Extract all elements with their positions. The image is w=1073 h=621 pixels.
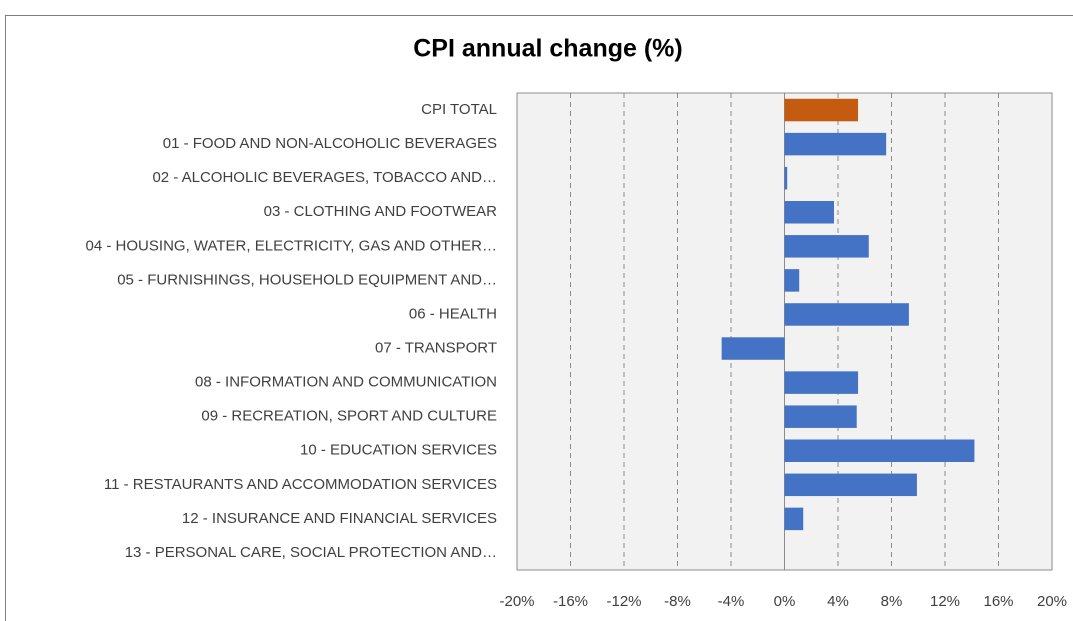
bar [784, 507, 804, 531]
y-tick-label: 05 - FURNISHINGS, HOUSEHOLD EQUIPMENT AN… [117, 271, 497, 288]
y-tick-label: 06 - HEALTH [409, 305, 497, 322]
x-tick-label: 4% [827, 593, 849, 610]
x-tick-label: -20% [499, 593, 534, 610]
bar [784, 371, 859, 394]
bar [784, 98, 859, 122]
y-tick-label: 04 - HOUSING, WATER, ELECTRICITY, GAS AN… [86, 237, 497, 254]
y-tick-label: 11 - RESTAURANTS AND ACCOMMODATION SERVI… [104, 476, 497, 493]
y-tick-label: 13 - PERSONAL CARE, SOCIAL PROTECTION AN… [125, 544, 497, 561]
x-tick-label: 0% [774, 593, 796, 610]
x-tick-label: -4% [718, 593, 745, 610]
x-tick-label: 12% [930, 593, 960, 610]
y-tick-label: CPI TOTAL [421, 101, 497, 118]
x-tick-label: -16% [553, 593, 588, 610]
bar [784, 439, 975, 462]
y-tick-label: 08 - INFORMATION AND COMMUNICATION [195, 374, 497, 391]
y-tick-label: 03 - CLOTHING AND FOOTWEAR [264, 203, 498, 220]
y-tick-label: 12 - INSURANCE AND FINANCIAL SERVICES [182, 510, 497, 527]
chart-title: CPI annual change (%) [413, 35, 682, 63]
bar [784, 201, 834, 224]
bar [784, 405, 857, 428]
y-tick-label: 10 - EDUCATION SERVICES [300, 442, 497, 459]
y-tick-label: 01 - FOOD AND NON-ALCOHOLIC BEVERAGES [163, 135, 497, 152]
bar [784, 269, 800, 292]
bar [721, 337, 785, 360]
x-tick-label: 20% [1037, 593, 1067, 610]
bar [784, 235, 869, 258]
bar [784, 132, 887, 156]
bar [784, 166, 788, 190]
x-tick-label: 16% [983, 593, 1013, 610]
x-tick-label: -8% [664, 593, 691, 610]
x-tick-label: 8% [881, 593, 903, 610]
bar [784, 473, 917, 497]
y-tick-label: 07 - TRANSPORT [375, 340, 497, 357]
y-tick-label: 09 - RECREATION, SPORT AND CULTURE [201, 408, 497, 425]
y-tick-label: 02 - ALCOHOLIC BEVERAGES, TOBACCO AND… [152, 169, 497, 186]
bar [784, 303, 909, 326]
x-tick-label: -12% [606, 593, 641, 610]
